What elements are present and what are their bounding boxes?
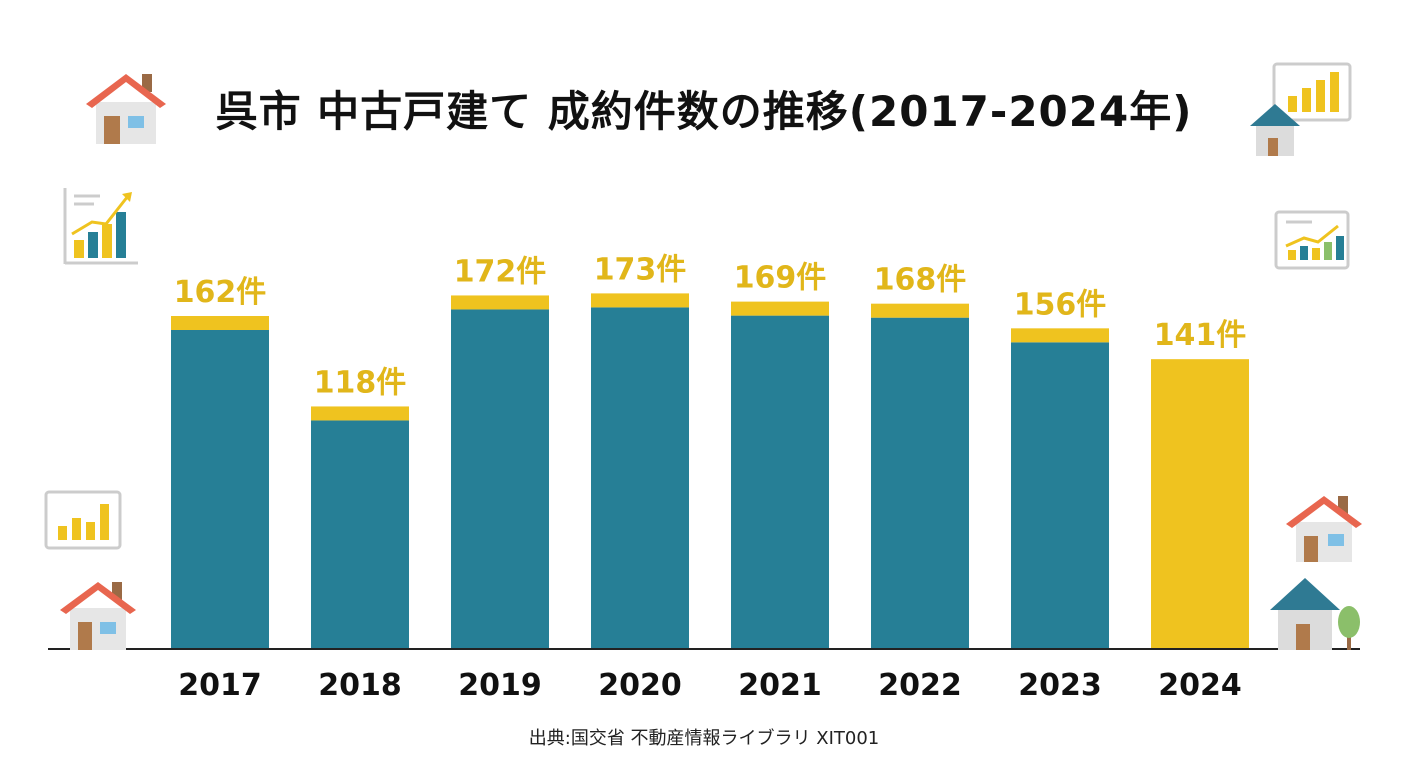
bar-group-2021: 169件 2021 [731, 261, 829, 703]
bar-group-2020: 173件 2020 [591, 252, 689, 703]
growth-chart-icon [63, 188, 138, 265]
x-tick-label: 2018 [318, 668, 402, 703]
bar-cap [311, 406, 409, 421]
x-tick-label: 2020 [598, 668, 682, 703]
source-note: 出典:国交省 不動産情報ライブラリ XIT001 [528, 728, 880, 749]
x-tick-label: 2017 [178, 668, 262, 703]
bar-cap [731, 301, 829, 316]
x-tick-label: 2019 [458, 668, 542, 703]
value-label: 173件 [594, 252, 687, 287]
bar-cap [451, 295, 549, 310]
bar [591, 307, 689, 649]
chart-board-icon [1272, 62, 1352, 122]
bar-cap [1011, 328, 1109, 343]
value-label: 118件 [314, 365, 407, 400]
x-tick-label: 2023 [1018, 668, 1102, 703]
bar-group-2022: 168件 2022 [871, 263, 969, 703]
blue-house-icon [1270, 578, 1340, 650]
bar-group-2019: 172件 2019 [451, 254, 549, 703]
value-label: 169件 [734, 261, 827, 296]
x-tick-label: 2021 [738, 668, 822, 703]
bar [1151, 359, 1249, 649]
bar-group-2023: 156件 2023 [1011, 287, 1109, 703]
value-label: 162件 [174, 275, 267, 310]
bar [1011, 342, 1109, 649]
bar-group-2018: 118件 2018 [311, 365, 409, 703]
house-icon [60, 582, 136, 650]
bar-group-2017: 162件 2017 [171, 275, 269, 703]
bar [311, 420, 409, 649]
value-label: 172件 [454, 254, 547, 289]
bar [451, 309, 549, 649]
value-label: 168件 [874, 263, 967, 298]
x-tick-label: 2022 [878, 668, 962, 703]
bar-cap [171, 316, 269, 330]
tree-icon [1338, 606, 1360, 650]
bar-cap [871, 303, 969, 318]
bar [871, 317, 969, 649]
growth-chart-icon [1274, 210, 1350, 270]
value-label: 156件 [1014, 287, 1107, 322]
bar-cap [591, 293, 689, 308]
chart-title: 呉市 中古戸建て 成約件数の推移(2017-2024年) [215, 87, 1193, 136]
blue-house-icon [1250, 104, 1300, 156]
value-label: 141件 [1154, 318, 1247, 353]
bar [171, 330, 269, 649]
house-icon [1286, 496, 1362, 562]
bar-chart-icon [44, 490, 122, 550]
bar-group-2024: 141件 2024 [1151, 318, 1249, 703]
bar [731, 315, 829, 649]
x-tick-label: 2024 [1158, 668, 1242, 703]
house-icon [86, 74, 166, 144]
